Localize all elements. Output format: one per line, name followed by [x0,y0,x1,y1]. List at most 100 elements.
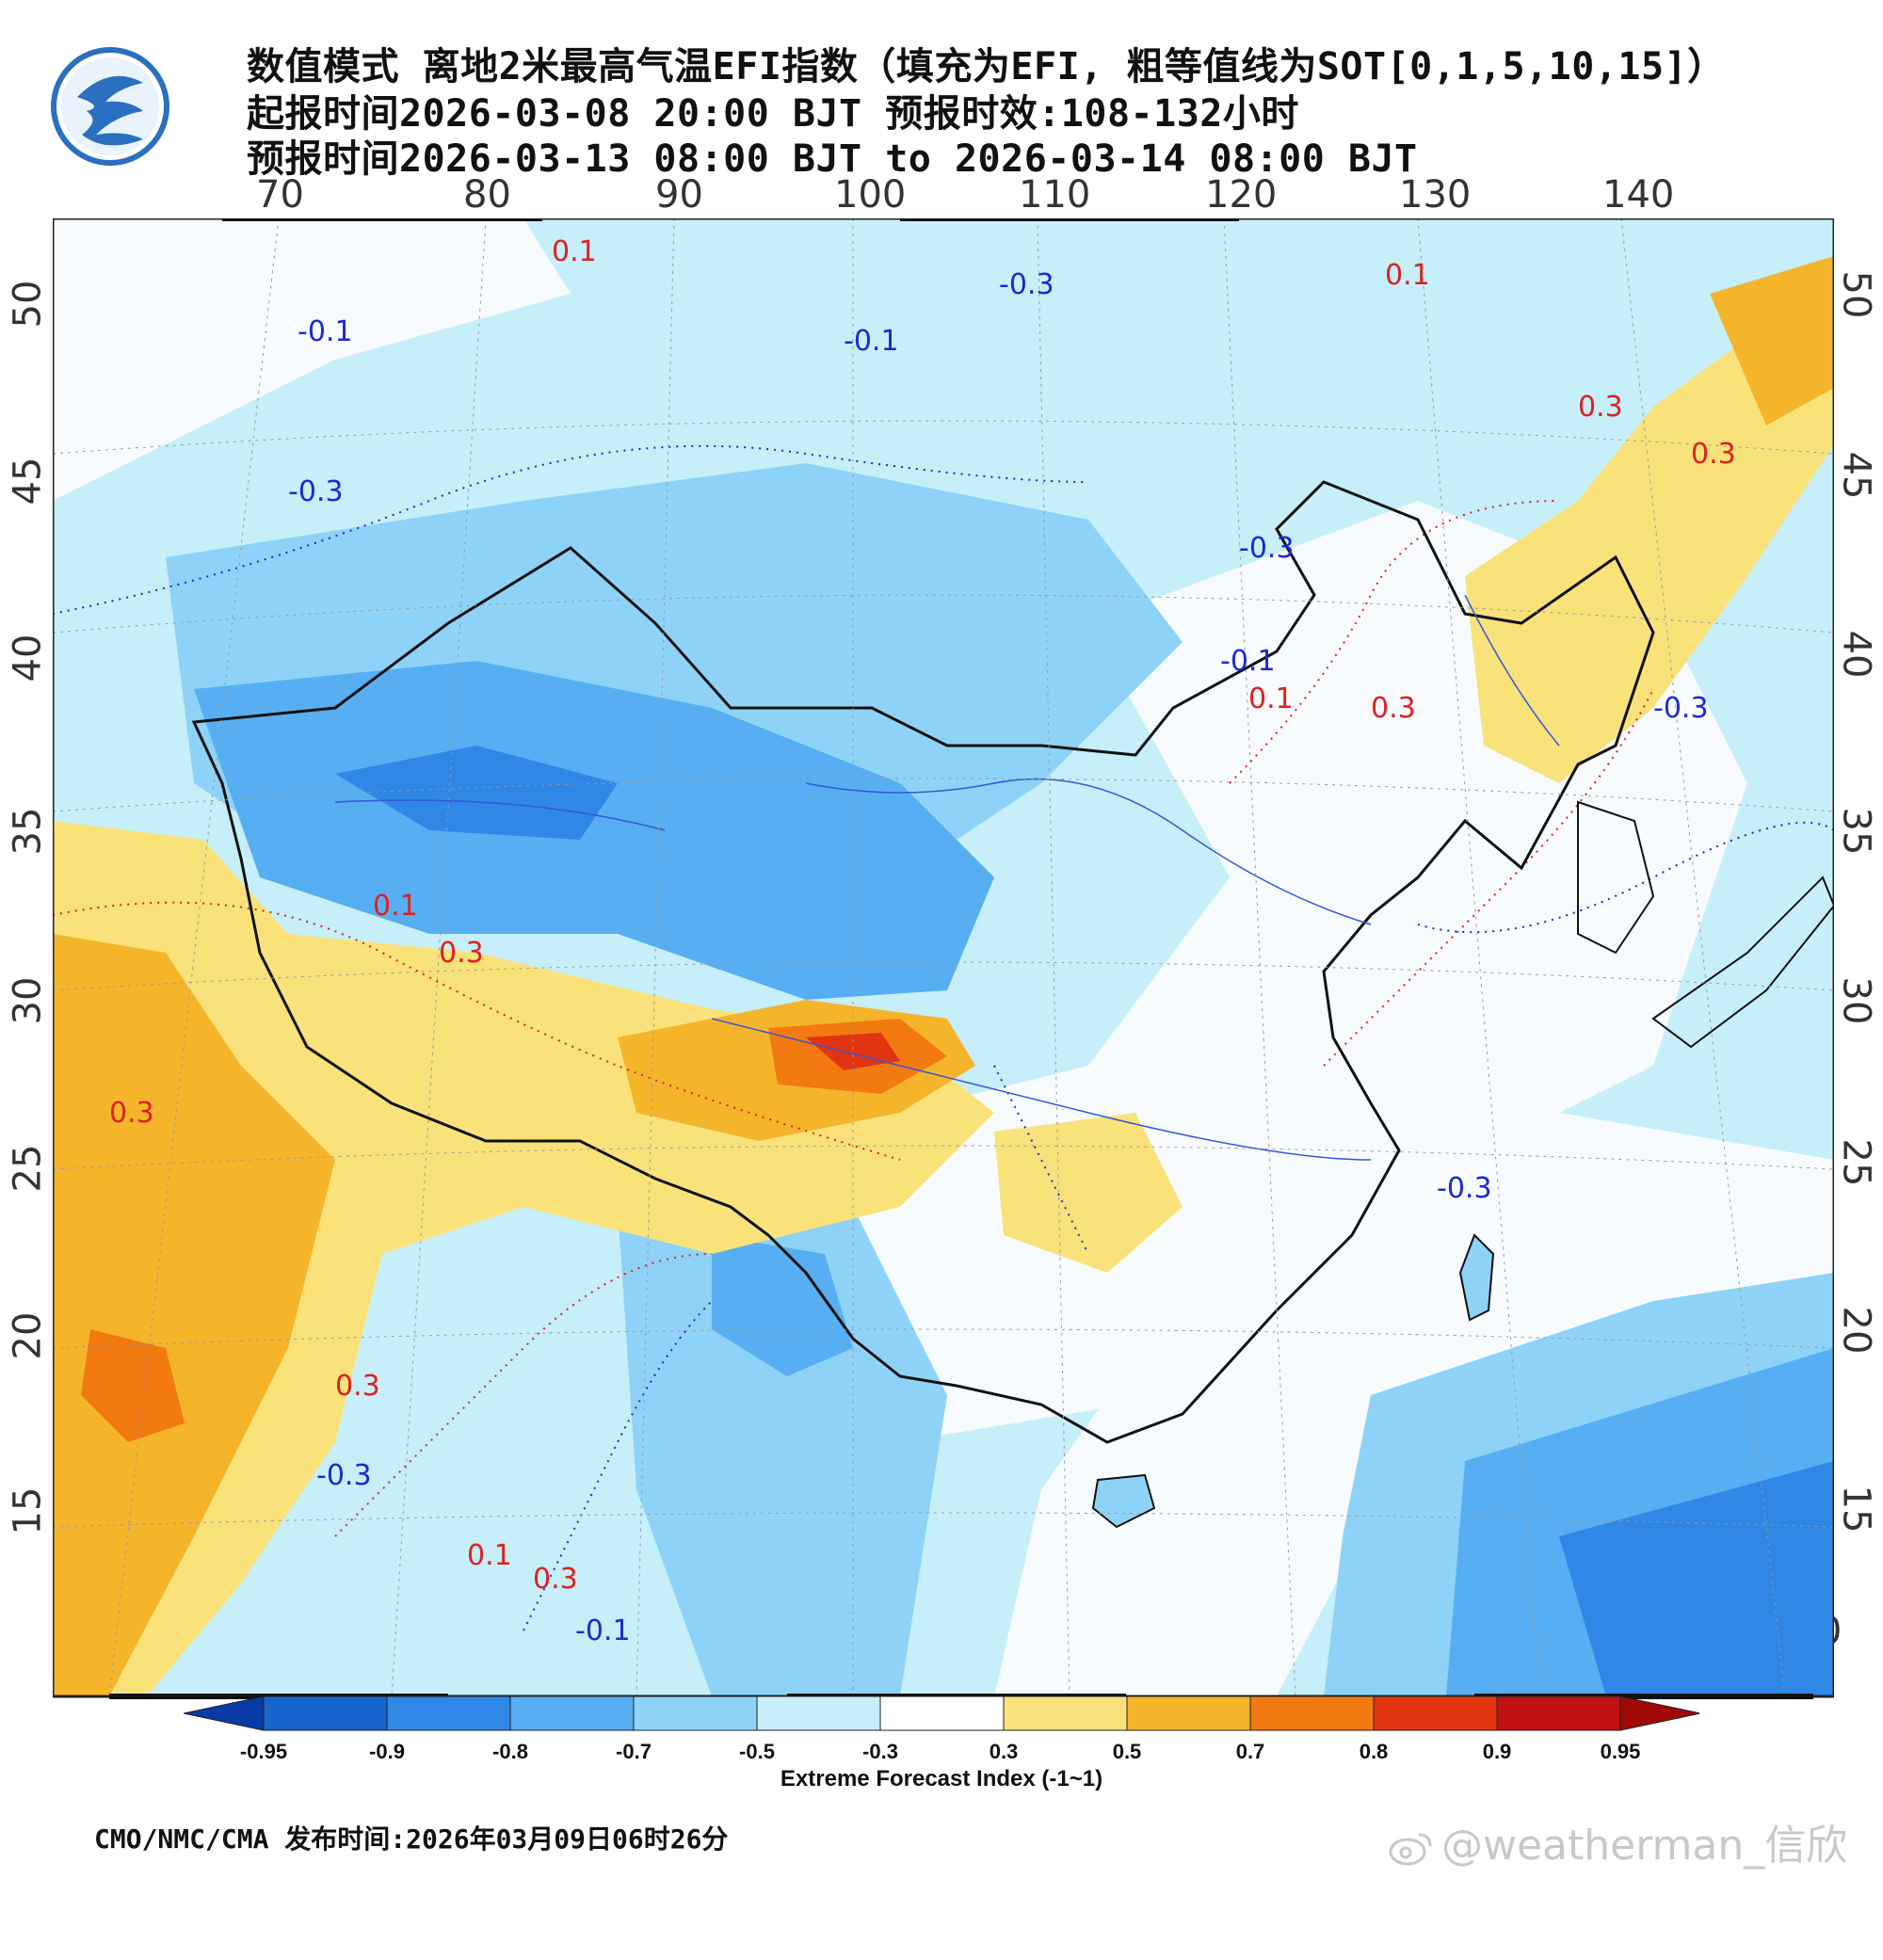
top-lon-label: 90 [655,173,703,217]
efi-blue-zone [194,661,994,1000]
efi-deep-blue-zone [335,746,618,840]
colorbar-segment [509,1695,635,1731]
colorbar-label: -0.9 [369,1740,405,1763]
colorbar-label: -0.3 [862,1740,898,1763]
sot-contours-red [53,500,1654,1537]
contour-label: -0.3 [1239,532,1295,565]
right-lat-label: 40 [1834,630,1878,679]
colorbar-label: 0.8 [1359,1740,1389,1763]
contour-label: 0.1 [1385,259,1430,292]
colorbar-segment [1003,1695,1128,1731]
colorbar-label: 0.9 [1482,1740,1512,1763]
contour-label: 0.3 [439,937,484,970]
colorbar-segment [386,1695,511,1731]
colorbar-segment [1496,1695,1621,1731]
colorbar-arrow-right [1619,1695,1699,1731]
efi-red-zone [806,1033,900,1070]
weibo-icon [1389,1833,1432,1866]
left-lat-label: 30 [6,976,50,1025]
cma-logo-icon [51,47,169,166]
colorbar-label: 0.3 [989,1740,1019,1763]
top-lon-label: 130 [1399,173,1472,217]
contour-label: 0.1 [1248,683,1294,715]
left-lat-label: 35 [6,807,50,856]
colorbar-label: 0.7 [1235,1740,1265,1763]
contour-label: 0.3 [1578,391,1623,424]
contour-label: -0.1 [844,325,899,358]
colorbar-label: -0.7 [616,1740,652,1763]
contour-label: -0.1 [298,315,353,348]
right-lat-label: 15 [1834,1485,1878,1534]
top-lon-label: 110 [1019,173,1091,217]
efi-yellow-zone [1465,275,1834,783]
contour-label: -0.3 [1653,692,1709,725]
colorbar-segment [879,1695,1005,1731]
right-lat-label: 35 [1834,807,1878,856]
left-lat-label: 45 [6,457,50,506]
colorbar-segment [756,1695,881,1731]
china-boundary [191,480,1655,1444]
colorbar-title: Extreme Forecast Index (-1~1) [780,1766,1103,1791]
efi-blue-zone [712,1235,853,1376]
contour-label: 0.1 [373,890,418,923]
colorbar-label: -0.95 [239,1740,288,1763]
contour-label: -0.3 [1437,1172,1492,1205]
colorbar-segment [1249,1695,1375,1731]
taiwan-outline [1458,1233,1495,1322]
right-lat-label: 20 [1834,1306,1878,1355]
contour-label: 0.3 [1691,438,1736,471]
top-lon-label: 70 [256,173,304,217]
efi-colorbar [184,1695,1699,1731]
map-title: 数值模式 离地2米最高气温EFI指数（填充为EFI, 粗等值线为SOT[0,1,… [247,45,1726,88]
top-lon-label: 120 [1205,173,1278,217]
contour-label: 0.3 [109,1097,154,1130]
source-publish-time: CMO/NMC/CMA 发布时间:2026年03月09日06时26分 [94,1823,729,1855]
contour-label: 0.3 [335,1370,380,1403]
efi-dark-orange-zone [81,1329,185,1442]
left-lat-label: 40 [6,634,50,683]
efi-yellow-zone [994,1113,1183,1273]
colorbar-label: -0.5 [739,1740,775,1763]
left-lat-label: 20 [6,1311,50,1360]
left-lat-label: 25 [6,1144,50,1193]
colorbar-segment [633,1695,758,1731]
contour-label: 0.3 [533,1563,578,1596]
graticule [53,218,1834,1696]
contour-label: -0.3 [999,268,1054,301]
colorbar-label: 0.5 [1112,1740,1142,1763]
efi-map[interactable]: 0.1 -0.1 -0.3 -0.1 0.1 0.3 0.3 -0.3 -0.3… [53,218,1834,1960]
left-lat-label: 15 [6,1486,50,1535]
watermark-text: @weatherman_信欣 [1441,1822,1848,1870]
right-lat-label: 25 [1834,1138,1878,1187]
right-lat-label: 50 [1834,270,1878,319]
valid-time-line: 预报时间2026-03-13 08:00 BJT to 2026-03-14 0… [247,137,1418,181]
colorbar-label: -0.8 [492,1740,528,1763]
top-lon-label: 100 [834,173,907,217]
colorbar-arrow-left [184,1695,265,1731]
left-lat-label: 50 [6,280,50,329]
efi-light-blue-zone [618,1207,947,1696]
korea-outline [1577,800,1655,955]
top-lon-label: 80 [463,173,511,217]
efi-white-zone [53,218,571,501]
weibo-watermark: @weatherman_信欣 [1389,1811,1847,1872]
colorbar-segment [263,1695,388,1731]
efi-deep-blue-zone [1559,1461,1834,1696]
contour-label: -0.1 [575,1615,631,1647]
colorbar-segment [1126,1695,1251,1731]
contour-label: 0.1 [552,235,597,268]
init-time-line: 起报时间2026-03-08 20:00 BJT 预报时效:108-132小时 [247,92,1299,136]
contour-label: -0.3 [316,1459,372,1492]
efi-orange-zone [1710,256,1834,426]
contour-label: 0.1 [467,1539,512,1572]
right-lat-label: 30 [1834,976,1878,1025]
efi-orange-zone [53,934,335,1696]
top-lon-label: 140 [1602,173,1675,217]
hainan-outline [1091,1473,1156,1529]
contour-label: -0.3 [288,475,344,508]
colorbar-segment [1373,1695,1498,1731]
right-lat-label: 45 [1834,451,1878,500]
contour-label: -0.1 [1220,645,1276,678]
japan-outline [1651,876,1834,1049]
colorbar-label: 0.95 [1600,1740,1641,1763]
